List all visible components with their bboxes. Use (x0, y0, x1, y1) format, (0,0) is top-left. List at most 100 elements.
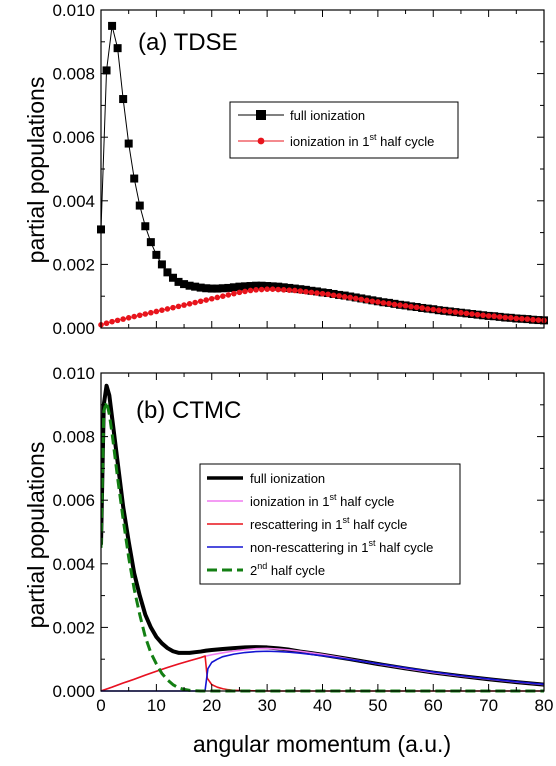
series-1-point (114, 317, 121, 324)
series-1-point (474, 311, 481, 318)
series-1-point (364, 297, 370, 304)
series-1-point (402, 302, 409, 309)
series-1-point (435, 307, 442, 313)
series-1-point (280, 287, 287, 293)
x-tick-label: 0 (96, 696, 105, 715)
series-1-point (258, 286, 265, 293)
series-1-point (413, 304, 420, 311)
series-0-point (108, 21, 117, 30)
series-1-point (275, 286, 282, 293)
series-1-point (397, 302, 403, 308)
series-1-point (308, 289, 315, 296)
legend-marker-circle (257, 137, 265, 145)
series-1-point (430, 306, 437, 313)
series-1-point (120, 316, 126, 322)
series-0-point (207, 284, 216, 293)
series-0-point (135, 201, 144, 210)
series-1-point (330, 292, 337, 299)
legend-box-b (199, 463, 461, 585)
series-0-point (119, 95, 128, 104)
series-1-point (336, 293, 342, 299)
x-tick-label: 50 (368, 696, 387, 715)
x-tick-label: 20 (202, 696, 221, 715)
y-axis-label-a: partial populations (23, 77, 49, 264)
panel-label-a: (a) TDSE (138, 29, 238, 56)
series-0-point (141, 222, 150, 231)
series-1-point (175, 303, 182, 310)
x-tick-label: 30 (258, 696, 277, 715)
series-1-point (519, 315, 525, 322)
series-0-point (202, 284, 211, 293)
series-0-point (102, 66, 111, 75)
series-1-point (408, 303, 414, 310)
legend-entry-non-rescattering-b: non-rescattering in 1st half cycle (207, 538, 433, 555)
series-1-point (469, 311, 475, 317)
series-1-point (502, 314, 509, 321)
series-0-point (235, 282, 244, 291)
legend-entry-first-half-b: ionization in 1st half cycle (207, 492, 394, 509)
legend-entry-second-half-b: 2nd half cycle (207, 561, 325, 578)
series-1-point (214, 294, 221, 301)
y-tick-label: 0.006 (52, 491, 95, 510)
series-1-point (269, 286, 276, 293)
series-1-point (164, 306, 171, 312)
series-1-point (170, 304, 176, 311)
panel-label-b: (b) CTMC (136, 397, 241, 424)
plot-frame-a (100, 9, 545, 329)
y-tick-label: 0.002 (52, 618, 95, 637)
series-1-point (524, 316, 531, 322)
legend-marker-square (256, 110, 266, 120)
series-0-point (246, 282, 255, 291)
series-0-point (252, 281, 261, 290)
series-0-point (185, 281, 194, 290)
series-0-point (257, 281, 266, 290)
legend-entry-full-ionization-a: full ionization (238, 108, 365, 123)
series-1-point (197, 298, 204, 305)
series-1-point (480, 312, 486, 319)
y-tick-label: 0.010 (52, 1, 95, 20)
series-0-point (274, 282, 283, 291)
series-1-point (463, 310, 470, 317)
y-tick-label: 0.000 (52, 682, 95, 701)
series-1-point (103, 320, 110, 327)
y-tick-label: 0.004 (52, 555, 95, 574)
series-1-point (452, 309, 459, 315)
series-1-point (441, 308, 448, 314)
series-0-point (218, 284, 227, 293)
series-1-point (181, 302, 187, 308)
series-1-point (391, 301, 398, 308)
legend-label: 2nd half cycle (250, 561, 325, 578)
series-1-point (236, 289, 243, 296)
series-1-point (303, 288, 309, 295)
series-1-point (375, 299, 381, 305)
series-1-point (264, 286, 270, 293)
series-0-point (180, 280, 189, 289)
series-0-point (130, 174, 139, 183)
y-tick-label: 0.006 (52, 128, 95, 147)
series-1-point (297, 288, 304, 294)
series-1-point (109, 318, 115, 325)
series-0-point (124, 139, 133, 148)
series-0-point (146, 238, 155, 247)
series-0-point (163, 268, 172, 277)
series-1-point (369, 298, 376, 305)
series-1-point (386, 300, 392, 307)
series-0-point (196, 283, 205, 292)
legend-entry-first-half-a: ionization in 1st half cycle (238, 132, 434, 149)
series-1-point (192, 299, 198, 306)
series-1-point (286, 287, 293, 293)
series-1-point (458, 309, 464, 316)
series-1-point (159, 307, 165, 313)
series-1-point (231, 290, 237, 297)
series-1-point (491, 313, 497, 320)
series-1-point (319, 290, 326, 297)
series-0-point (168, 273, 177, 282)
series-1-point (380, 300, 387, 306)
panel-b-ctmc: 0 10 20 30 40 50 60 70 80 0.000 0.002 0.004 0.006 0.0… (23, 364, 553, 757)
series-1-point (208, 295, 215, 302)
series-1-point (535, 317, 542, 323)
legend-label: full ionization (250, 471, 325, 486)
series-1-point (352, 295, 359, 302)
series-3-line (101, 650, 544, 692)
series-1-point (247, 287, 254, 294)
